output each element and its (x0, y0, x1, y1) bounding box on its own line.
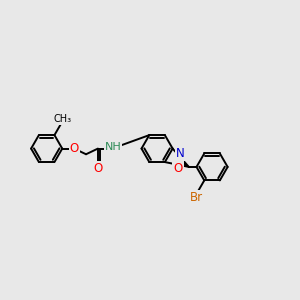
Text: Br: Br (190, 191, 203, 204)
Text: CH₃: CH₃ (54, 114, 72, 124)
Text: O: O (70, 142, 79, 155)
Text: N: N (176, 147, 184, 160)
Text: O: O (93, 162, 103, 175)
Text: NH: NH (105, 142, 122, 152)
Text: O: O (173, 162, 183, 175)
